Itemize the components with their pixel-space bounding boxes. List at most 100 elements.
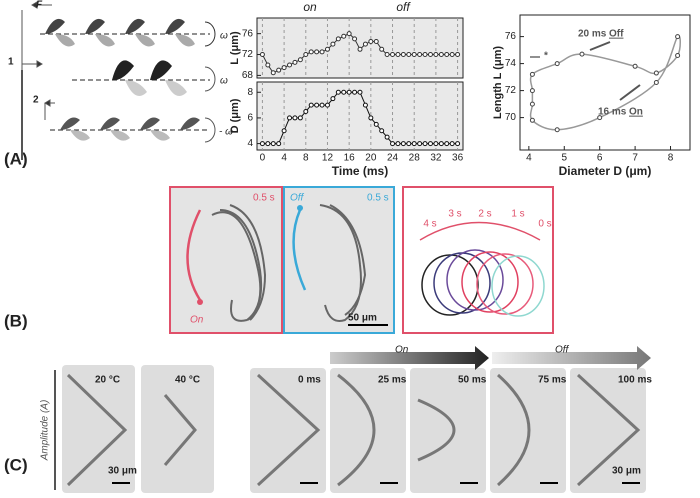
data-point [352, 89, 358, 95]
data-point [373, 121, 379, 127]
data-point [265, 62, 271, 68]
data-point [411, 52, 417, 58]
arrow-dot [297, 205, 303, 211]
image [62, 365, 135, 493]
y-tick-label: 72 [505, 85, 517, 96]
data-point [324, 46, 330, 52]
trajectory-image [211, 204, 367, 322]
data-point [529, 117, 535, 123]
image [570, 368, 646, 493]
x-tick-label: 20 [365, 153, 377, 164]
data-point [270, 141, 276, 147]
data-point [379, 128, 385, 134]
data-point [287, 115, 293, 121]
data-point [314, 102, 320, 108]
data-point [276, 141, 282, 147]
data-point [653, 70, 659, 76]
annotation: 16 ms [598, 107, 627, 118]
data-point [422, 52, 428, 58]
data-point [529, 88, 535, 94]
data-point [308, 102, 314, 108]
data-point [357, 46, 363, 52]
data-point [438, 141, 444, 147]
time-label: 75 ms [538, 375, 567, 386]
y-tick-label: 74 [505, 58, 517, 69]
clock-label: 0 s [538, 219, 551, 230]
data-point [554, 61, 560, 67]
data-point [352, 36, 358, 42]
x-axis-label: Time (ms) [332, 164, 388, 178]
data-point [390, 141, 396, 147]
data-point [281, 65, 287, 71]
data-point [287, 62, 293, 68]
data-point [400, 52, 406, 58]
y-axis-label: L (μm) [229, 31, 241, 65]
data-point [455, 52, 461, 58]
y-tick-label: 76 [242, 28, 254, 39]
off-label: Off [290, 193, 305, 204]
annotation: On [629, 107, 643, 118]
data-point [554, 127, 560, 133]
data-point [529, 101, 535, 107]
data-point [427, 52, 433, 58]
step-label: 1 [8, 57, 14, 68]
panel-label: (B) [4, 311, 28, 330]
scale-label: 50 μm [348, 313, 377, 324]
x-tick-label: 24 [387, 153, 399, 164]
y-tick-label: 76 [505, 31, 517, 42]
arrow [186, 209, 202, 301]
data-point [330, 41, 336, 47]
off-label: Off [555, 345, 570, 356]
data-point [346, 31, 352, 37]
data-point [335, 36, 341, 42]
omega: - ω [219, 127, 233, 138]
temp-label: 40 °C [175, 375, 200, 386]
clock-arc [419, 221, 541, 241]
y-tick-label: 72 [242, 49, 254, 60]
plot-area [519, 14, 691, 151]
arrow [589, 41, 611, 51]
time-label: 0.5 s [367, 193, 389, 204]
x-tick-label: 4 [281, 153, 287, 164]
data-point [379, 46, 385, 52]
x-tick-label: 36 [452, 153, 464, 164]
data-point [427, 141, 433, 147]
data-point [368, 115, 374, 121]
data-point [417, 141, 423, 147]
x-tick-label: 7 [632, 153, 638, 164]
data-point [308, 49, 314, 55]
data-point [395, 141, 401, 147]
scale-label: 30 μm [612, 466, 641, 477]
data-point [259, 141, 265, 147]
data-point [400, 141, 406, 147]
time-label: 50 ms [458, 375, 487, 386]
data-point [341, 33, 347, 39]
panel-label: (A) [4, 149, 28, 168]
image [410, 368, 486, 493]
data-point [395, 52, 401, 58]
data-point [276, 67, 282, 73]
helix [45, 18, 200, 141]
data-point [324, 102, 330, 108]
data-point [384, 134, 390, 140]
data-point [632, 63, 638, 69]
data-point [362, 41, 368, 47]
data-point [259, 52, 265, 58]
on-label: On [190, 315, 204, 326]
annotation: on [303, 0, 317, 14]
image-frame [402, 186, 554, 334]
data-point [297, 57, 303, 63]
data-point [270, 70, 276, 76]
data-point [297, 115, 303, 121]
data-point [433, 52, 439, 58]
annotation: 20 ms [578, 29, 607, 40]
temp-label: 20 °C [95, 375, 120, 386]
data-point [303, 109, 309, 115]
data-point [433, 141, 439, 147]
overlay-trajectories [421, 249, 545, 317]
y-tick-label: 4 [247, 138, 253, 149]
data-point [406, 52, 412, 58]
data-point [438, 52, 444, 58]
data-point [314, 49, 320, 55]
data-point [281, 128, 287, 134]
